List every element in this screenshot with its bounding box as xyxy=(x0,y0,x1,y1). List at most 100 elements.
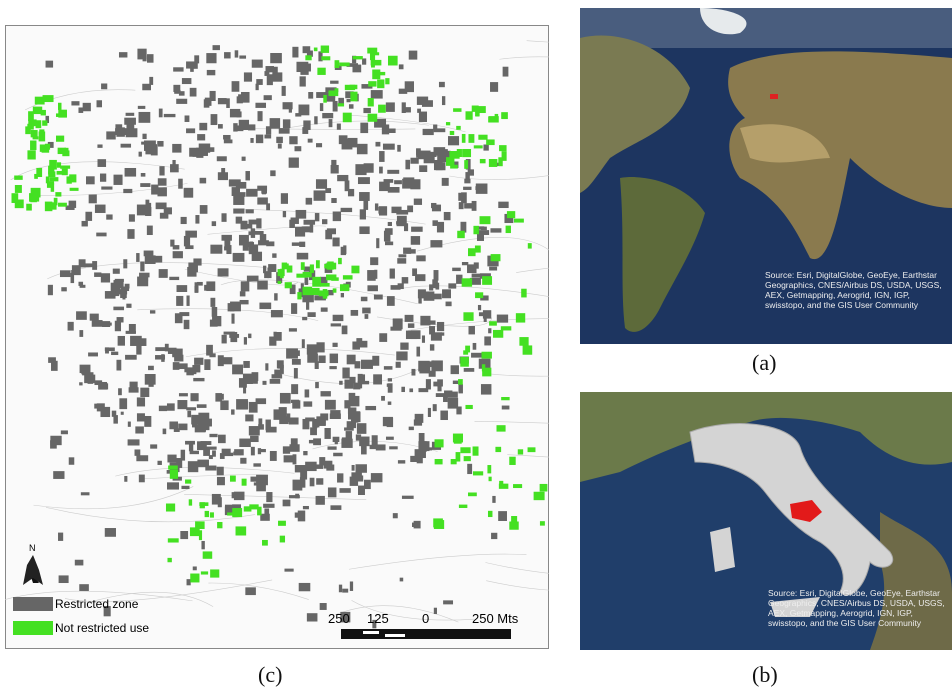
building xyxy=(211,114,218,125)
building xyxy=(79,584,89,591)
building xyxy=(383,144,395,150)
building-green xyxy=(463,312,473,321)
building xyxy=(248,334,251,339)
building-green xyxy=(501,326,512,330)
building xyxy=(173,85,180,92)
building xyxy=(147,226,153,235)
building xyxy=(339,488,350,493)
building xyxy=(193,378,204,381)
building xyxy=(266,427,277,433)
building xyxy=(269,337,276,346)
building xyxy=(458,193,462,201)
building xyxy=(347,99,351,102)
building xyxy=(283,119,290,128)
building-green xyxy=(456,126,461,130)
building xyxy=(94,404,99,409)
building xyxy=(331,198,336,203)
building xyxy=(361,444,367,454)
building-green xyxy=(468,134,474,143)
building xyxy=(140,261,144,271)
scale-label: 125 xyxy=(367,611,389,626)
building xyxy=(218,98,227,104)
building xyxy=(89,195,97,204)
building-green xyxy=(540,521,545,525)
building xyxy=(157,461,161,465)
building xyxy=(437,222,444,233)
building-green xyxy=(46,176,50,183)
building xyxy=(300,76,306,86)
building-green xyxy=(15,200,24,209)
building-green xyxy=(450,165,458,169)
building xyxy=(193,566,197,570)
building xyxy=(257,281,268,290)
building xyxy=(295,465,306,472)
building-green xyxy=(446,122,450,125)
building xyxy=(315,361,319,369)
building-green xyxy=(453,108,461,112)
building xyxy=(273,332,276,335)
building xyxy=(272,72,282,81)
building xyxy=(159,406,167,411)
building-green xyxy=(462,278,472,286)
building xyxy=(407,206,413,213)
building-green xyxy=(486,139,494,145)
building xyxy=(328,404,333,408)
building xyxy=(199,123,207,130)
building xyxy=(393,513,398,518)
building xyxy=(286,348,298,358)
building xyxy=(318,355,325,363)
building xyxy=(370,257,378,265)
building xyxy=(61,287,66,291)
building xyxy=(303,401,312,406)
building-green xyxy=(58,203,67,207)
building xyxy=(373,374,382,384)
building-green xyxy=(15,185,22,193)
building-green xyxy=(51,204,56,207)
building xyxy=(314,190,326,200)
building xyxy=(181,217,187,224)
building xyxy=(201,541,204,549)
building xyxy=(381,396,385,401)
building xyxy=(61,430,68,434)
building xyxy=(322,113,333,118)
building xyxy=(98,159,107,167)
building-green xyxy=(280,536,285,543)
building xyxy=(263,504,274,508)
building xyxy=(218,497,222,507)
building xyxy=(365,314,369,319)
building xyxy=(94,272,101,277)
building xyxy=(270,379,281,384)
building xyxy=(139,112,151,123)
building xyxy=(105,291,116,299)
building xyxy=(490,82,498,92)
building xyxy=(145,207,151,216)
building xyxy=(204,359,210,370)
building xyxy=(295,227,305,237)
building xyxy=(203,449,210,456)
building xyxy=(478,230,489,235)
building-green xyxy=(489,477,492,482)
building-green xyxy=(343,113,352,123)
building xyxy=(379,151,384,162)
building xyxy=(434,608,437,614)
building xyxy=(176,296,183,306)
building xyxy=(167,482,179,489)
building xyxy=(125,168,137,177)
building xyxy=(310,478,315,487)
building xyxy=(446,302,452,307)
building xyxy=(246,189,257,197)
building-green xyxy=(489,321,497,325)
building xyxy=(172,144,181,153)
building xyxy=(85,263,95,267)
building xyxy=(411,369,415,376)
building xyxy=(142,134,146,139)
building-green xyxy=(385,78,389,84)
building-green xyxy=(464,160,468,169)
building xyxy=(187,579,191,585)
building xyxy=(195,282,199,293)
building xyxy=(434,270,439,281)
building xyxy=(204,99,210,107)
building xyxy=(431,203,436,208)
building-green xyxy=(388,56,398,66)
building xyxy=(123,259,127,268)
